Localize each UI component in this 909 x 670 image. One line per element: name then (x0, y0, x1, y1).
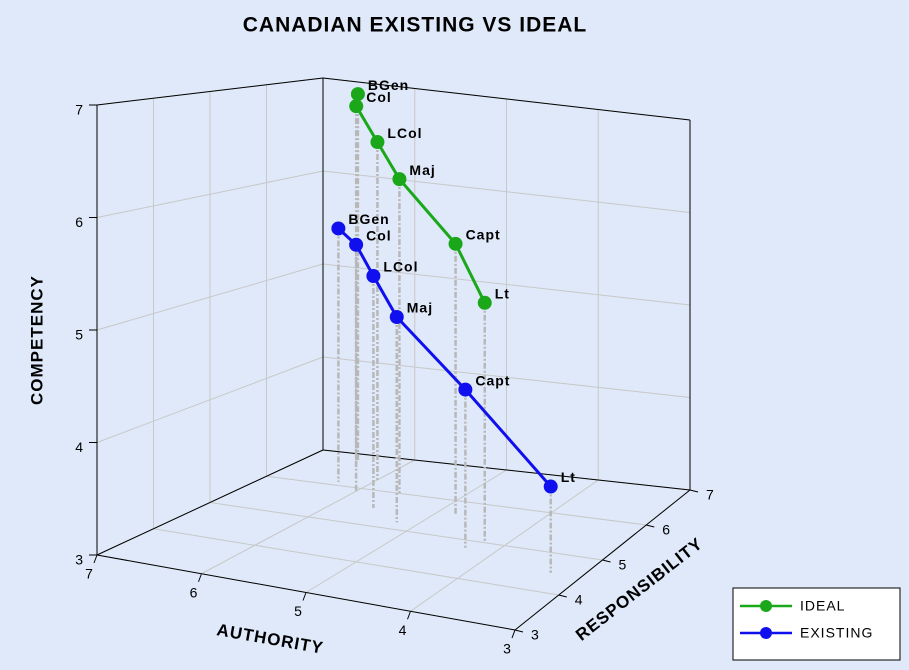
y-tick-label: 6 (662, 522, 670, 538)
point (389, 310, 404, 325)
legend-label: IDEAL (800, 598, 845, 614)
point (349, 237, 364, 252)
z-axis-title: COMPETENCY (27, 275, 46, 405)
point (370, 135, 385, 150)
point-label: Capt (466, 227, 501, 243)
y-tick-label: 4 (575, 592, 583, 608)
axis-edge (96, 77, 324, 106)
x-tick-label: 7 (85, 566, 93, 582)
y-axis-title: RESPONSIBILITY (572, 534, 706, 645)
legend-box (732, 587, 901, 661)
point (458, 382, 473, 397)
point-label: Capt (475, 372, 510, 388)
x-tick-label: 4 (399, 622, 407, 638)
grid-line (209, 502, 603, 561)
tick-mark (302, 592, 307, 601)
point-label: Lt (495, 286, 510, 302)
z-tick-label: 6 (75, 214, 83, 230)
axis-edge (96, 449, 324, 556)
legend-marker (760, 600, 772, 612)
y-tick-label: 3 (531, 627, 539, 643)
point-label: Maj (409, 162, 435, 178)
tick-mark (198, 573, 202, 582)
point-label: Lt (561, 469, 576, 485)
tick-mark (511, 629, 516, 639)
axis-edge (322, 77, 691, 121)
point-label: BGen (368, 77, 409, 93)
point (543, 479, 558, 494)
axis-edge (96, 554, 516, 631)
point (331, 221, 346, 236)
point (350, 87, 365, 102)
point (477, 295, 492, 310)
x-tick-label: 3 (503, 641, 511, 657)
chart-title: CANADIAN EXISTING VS IDEAL (243, 14, 588, 37)
tick-mark (514, 629, 524, 633)
z-tick-label: 3 (75, 552, 83, 568)
point-label: Col (366, 227, 392, 243)
x-tick-label: 5 (294, 603, 302, 619)
point-label: LCol (383, 259, 418, 275)
y-tick-label: 5 (619, 557, 627, 573)
tick-mark (689, 489, 699, 493)
y-tick-label: 7 (706, 487, 714, 503)
tick-mark (407, 611, 411, 620)
series-line (337, 227, 552, 488)
tick-mark (93, 554, 98, 564)
x-tick-label: 6 (190, 584, 198, 600)
point-label: LCol (387, 125, 422, 141)
legend-marker (760, 627, 772, 639)
grid-line (153, 528, 559, 596)
point-label: Col (366, 89, 392, 105)
tick-mark (646, 524, 655, 528)
point-label: Maj (407, 300, 433, 316)
tick-mark (558, 594, 567, 598)
z-tick-label: 4 (75, 439, 83, 455)
point (366, 268, 381, 283)
z-tick-label: 5 (75, 327, 83, 343)
z-tick-label: 7 (75, 102, 83, 118)
axis-edge (322, 449, 691, 491)
axis-edge (514, 489, 691, 631)
tick-mark (602, 559, 611, 563)
point (392, 172, 407, 187)
point-label: BGen (348, 211, 389, 227)
legend-label: EXISTING (800, 625, 873, 641)
x-axis-title: AUTHORITY (215, 620, 325, 657)
point (448, 236, 463, 251)
point (349, 99, 364, 114)
